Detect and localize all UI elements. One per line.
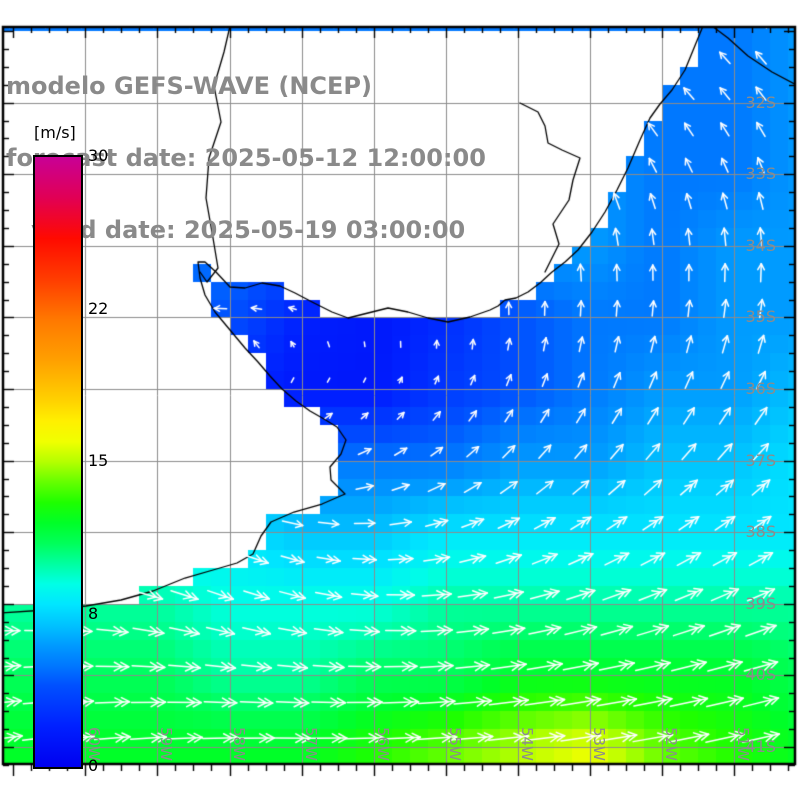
- lat-label: 40S: [745, 665, 776, 685]
- lat-label: 39S: [745, 593, 776, 613]
- model-title: modelo GEFS-WAVE (NCEP): [6, 72, 372, 100]
- lat-label: 33S: [745, 164, 776, 184]
- colorbar-tick-label: 0: [88, 756, 99, 775]
- lon-label: 53W: [589, 726, 608, 761]
- colorbar-tick-label: 15: [88, 451, 109, 470]
- lat-label: 32S: [745, 92, 776, 112]
- lon-label: 51W: [733, 726, 752, 761]
- lat-label: 41S: [745, 737, 776, 757]
- lon-label: 54W: [517, 726, 536, 761]
- lat-label: 37S: [745, 450, 776, 470]
- lat-label: 36S: [745, 379, 776, 399]
- lon-label: 56W: [373, 726, 392, 761]
- lat-label: 38S: [745, 522, 776, 542]
- lon-label: 59W: [157, 726, 176, 761]
- lat-label: 35S: [745, 307, 776, 327]
- lon-label: 52W: [661, 726, 680, 761]
- lon-label: 55W: [445, 726, 464, 761]
- colorbar-units-label: [m/s]: [31, 123, 79, 142]
- colorbar-tick-label: 22: [88, 298, 109, 318]
- lon-label: 58W: [229, 726, 248, 761]
- colorbar-tick-label: 8: [88, 603, 99, 623]
- lon-label: 57W: [301, 726, 320, 761]
- colorbar-tick-label: 30: [88, 146, 109, 165]
- colorbar: [33, 155, 83, 769]
- lat-label: 34S: [745, 235, 776, 255]
